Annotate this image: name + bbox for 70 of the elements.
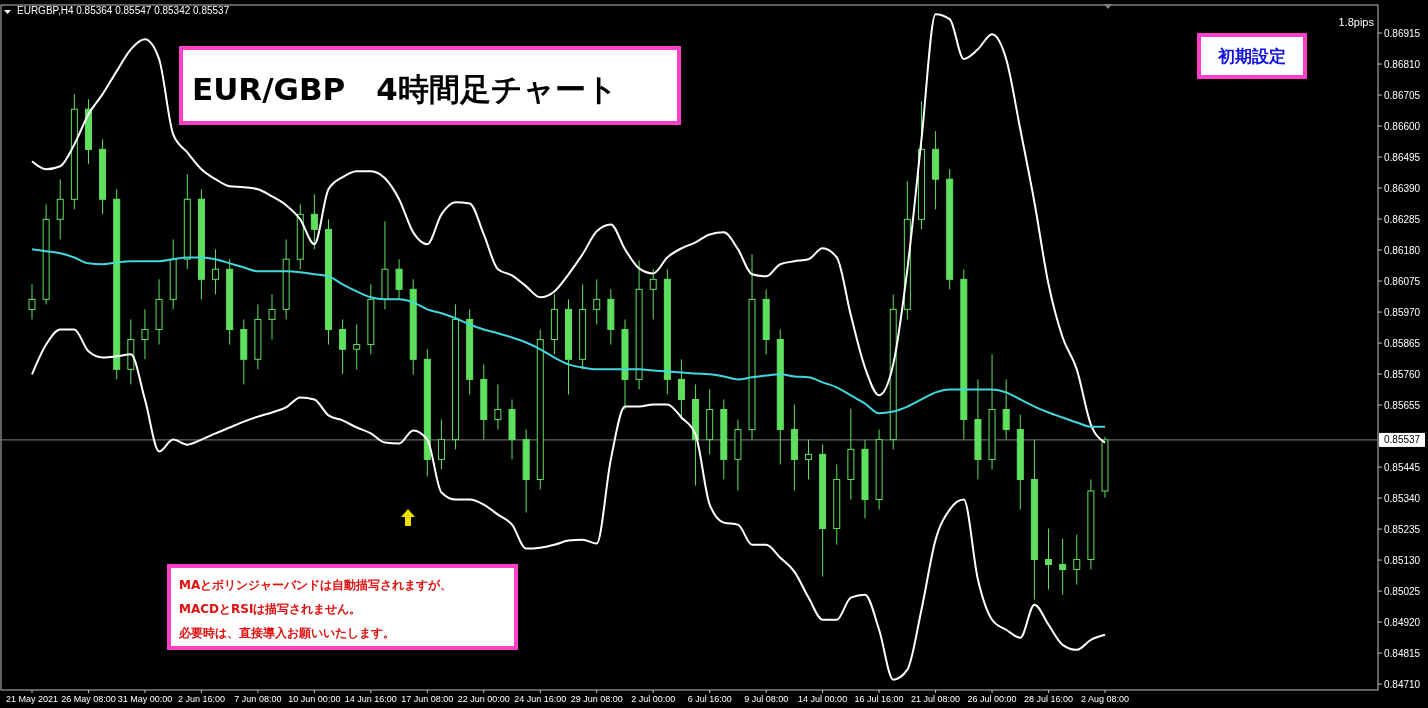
y-tick-label: 0.85970: [1384, 306, 1421, 318]
x-tick-label: 28 Jul 16:00: [1024, 694, 1074, 704]
y-tick-label: 0.85760: [1384, 368, 1421, 380]
candlestick: [268, 293, 276, 341]
y-tick-label: 0.86495: [1384, 151, 1421, 163]
annotation: 必要時は、直接導入お願いいたします。: [178, 626, 395, 641]
candlestick: [339, 318, 347, 375]
x-tick-label: 26 Jul 00:00: [967, 694, 1017, 704]
text: 初期設定: [1217, 45, 1286, 66]
y-tick-label: 0.85235: [1384, 523, 1421, 535]
candlestick: [1059, 538, 1067, 596]
candlestick: [677, 358, 685, 421]
x-tick-label: 21 Jul 08:00: [911, 694, 961, 704]
candlestick: [56, 178, 64, 240]
x-tick-label: 16 Jul 16:00: [854, 694, 904, 704]
y-tick-label: 0.86390: [1384, 182, 1421, 194]
x-tick-label: 7 Jun 08:00: [234, 694, 282, 704]
y-tick-label: 0.86180: [1384, 244, 1421, 256]
x-tick-label: 29 Jun 08:00: [570, 694, 623, 704]
x-tick-label: 21 May 2021: [5, 694, 59, 704]
ref-line-label: 0.85537: [1384, 434, 1421, 446]
y-tick-label: 0.86810: [1384, 58, 1421, 70]
candlestick: [593, 278, 601, 325]
y-tick-label: 0.84920: [1384, 616, 1421, 628]
x-tick-label: 24 Jun 16:00: [514, 694, 567, 704]
candlestick: [494, 383, 502, 431]
candlestick: [649, 268, 657, 320]
x-tick-label: 31 May 00:00: [117, 694, 173, 704]
y-tick-label: 0.86915: [1384, 27, 1421, 39]
x-tick-label: 22 Jun 00:00: [457, 694, 510, 704]
x-tick-label: 10 Jun 00:00: [288, 694, 341, 704]
y-tick-label: 0.86285: [1384, 213, 1421, 225]
x-tick-label: 14 Jul 00:00: [798, 694, 848, 704]
y-tick-label: 0.85445: [1384, 461, 1421, 473]
candlestick: [395, 258, 403, 300]
y-tick-label: 0.84815: [1384, 647, 1421, 659]
y-tick-label: 0.85130: [1384, 554, 1421, 566]
x-tick-label: 2 Jul 00:00: [631, 694, 676, 704]
text: 1.8pips: [1338, 16, 1375, 28]
candlestick: [1002, 378, 1010, 441]
candlestick: [437, 419, 445, 470]
candlestick: [353, 323, 361, 370]
line-series: [31, 248, 1106, 428]
y-tick-label: 0.86705: [1384, 89, 1421, 101]
x-tick-label: 9 Jul 08:00: [744, 694, 789, 704]
x-tick-label: 2 Aug 08:00: [1080, 694, 1130, 704]
chart-subtitle: EURGBP,H4 0.85364 0.85547 0.85342 0.85537: [17, 5, 230, 16]
x-tick-label: 17 Jun 08:00: [401, 694, 454, 704]
y-tick-label: 0.85655: [1384, 399, 1421, 411]
x-tick-label: 14 Jun 16:00: [344, 694, 397, 704]
y-tick-label: 0.86600: [1384, 120, 1421, 132]
candlestick: [310, 193, 318, 250]
candlestick: [1073, 534, 1081, 586]
line-series: [31, 328, 1106, 681]
y-tick-label: 0.85340: [1384, 492, 1421, 504]
y-tick-label: 0.85865: [1384, 337, 1421, 349]
y-tick-label: 0.86075: [1384, 275, 1421, 287]
text: EUR/GBP 4時間足チャート: [192, 71, 618, 107]
y-tick-label: 0.84710: [1384, 678, 1421, 690]
candlestick: [141, 308, 149, 360]
candlestick: [805, 439, 813, 480]
x-tick-label: 6 Jul 16:00: [687, 694, 732, 704]
y-tick-label: 0.85025: [1384, 585, 1421, 597]
candlestick: [28, 283, 36, 320]
candlestick: [1045, 527, 1053, 591]
x-tick-label: 26 May 08:00: [61, 694, 116, 704]
annotation: MACDとRSIは描写されません。: [179, 602, 362, 617]
annotation: MAとボリンジャーバンドは自動描写されますが、: [179, 578, 453, 593]
candlestick: [212, 248, 220, 295]
x-tick-label: 2 Jun 16:00: [177, 694, 225, 704]
